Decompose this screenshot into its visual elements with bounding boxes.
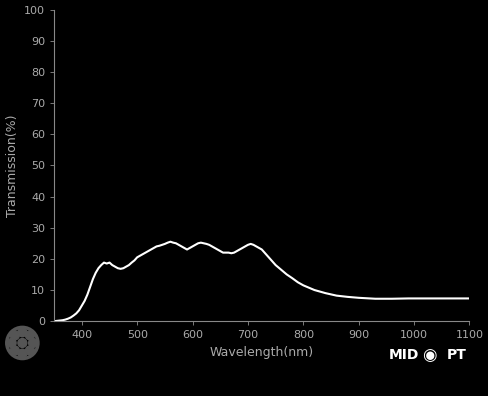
Circle shape — [10, 346, 19, 355]
Text: PT: PT — [446, 348, 466, 362]
Circle shape — [18, 328, 27, 337]
Circle shape — [18, 339, 27, 347]
Circle shape — [7, 339, 16, 347]
Text: MID: MID — [388, 348, 419, 362]
Circle shape — [25, 331, 34, 340]
Circle shape — [18, 349, 27, 358]
X-axis label: Wavelength(nm): Wavelength(nm) — [209, 346, 313, 359]
Circle shape — [10, 331, 19, 340]
Circle shape — [28, 339, 38, 347]
Y-axis label: Transmission(%): Transmission(%) — [5, 114, 19, 217]
Text: ◉: ◉ — [421, 346, 436, 364]
Circle shape — [25, 346, 34, 355]
